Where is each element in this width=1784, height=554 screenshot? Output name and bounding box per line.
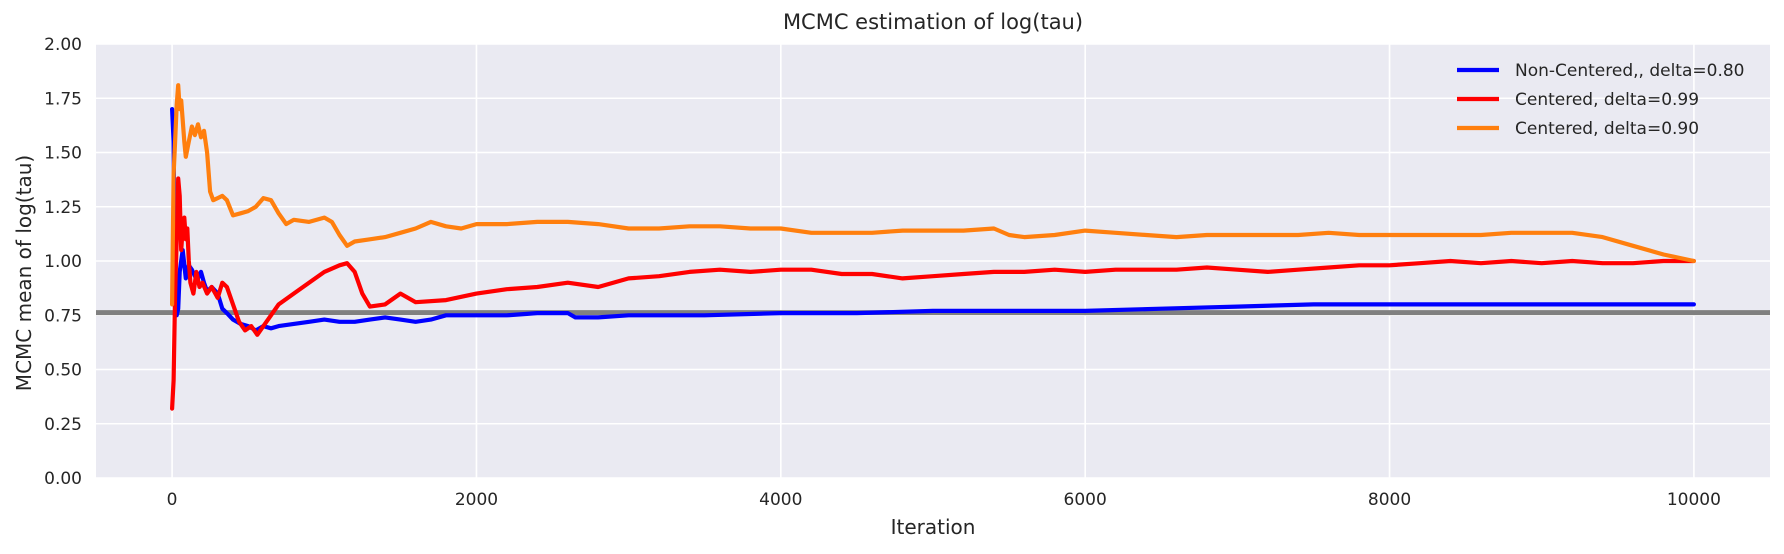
legend: Non-Centered,, delta=0.80 Centered, delta…	[1457, 61, 1744, 139]
y-tick-label: 0.50	[44, 361, 82, 381]
legend-label-1: Centered, delta=0.99	[1515, 90, 1699, 110]
x-tick-label: 2000	[455, 490, 498, 510]
y-tick-label: 0.00	[44, 469, 82, 489]
x-tick-label: 4000	[759, 490, 802, 510]
x-ticks: 0 2000 4000 6000 8000 10000	[167, 490, 1721, 510]
y-tick-label: 0.75	[44, 306, 82, 326]
y-axis-label: MCMC mean of log(tau)	[12, 155, 36, 391]
y-tick-label: 1.50	[44, 144, 82, 164]
y-tick-label: 2.00	[44, 35, 82, 55]
y-tick-label: 0.25	[44, 415, 82, 435]
y-tick-label: 1.00	[44, 252, 82, 272]
chart-title: MCMC estimation of log(tau)	[783, 10, 1083, 34]
y-tick-label: 1.25	[44, 198, 82, 218]
series-line-1	[170, 176, 1696, 411]
x-tick-label: 10000	[1667, 490, 1721, 510]
series-group	[170, 83, 1696, 411]
series-line-2	[170, 83, 1696, 307]
y-ticks: 0.00 0.25 0.50 0.75 1.00 1.25 1.50 1.75 2.00	[44, 35, 82, 489]
legend-label-2: Centered, delta=0.90	[1515, 119, 1699, 139]
x-tick-label: 6000	[1064, 490, 1107, 510]
legend-label-0: Non-Centered,, delta=0.80	[1515, 61, 1744, 81]
y-tick-label: 1.75	[44, 89, 82, 109]
series-line-0	[170, 107, 1696, 333]
x-tick-label: 0	[167, 490, 178, 510]
x-axis-label: Iteration	[891, 515, 976, 539]
x-tick-label: 8000	[1368, 490, 1411, 510]
